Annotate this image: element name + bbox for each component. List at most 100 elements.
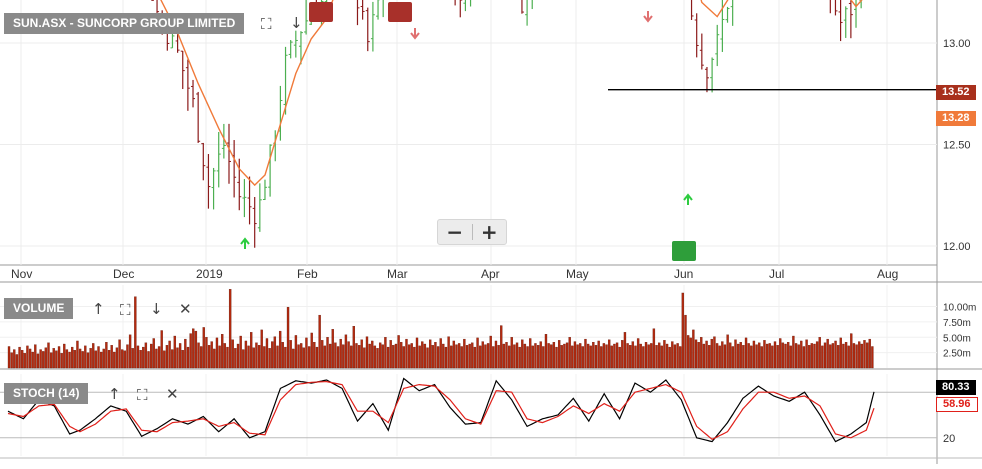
volume-bar bbox=[526, 346, 529, 369]
volume-bar bbox=[671, 341, 674, 369]
volume-bar bbox=[121, 349, 124, 369]
ohlc-bar bbox=[252, 197, 257, 248]
volume-bar bbox=[621, 340, 624, 369]
volume-bar bbox=[257, 345, 261, 369]
volume-bar bbox=[729, 342, 732, 369]
ohlc-bar bbox=[376, 0, 381, 20]
move-down-icon[interactable]: ↓ bbox=[290, 14, 303, 32]
volume-bar bbox=[573, 341, 577, 369]
volume-bar bbox=[34, 344, 37, 369]
volume-bar bbox=[723, 344, 727, 369]
volume-bar bbox=[715, 343, 719, 369]
volume-bar bbox=[750, 345, 753, 369]
volume-bar bbox=[128, 334, 132, 369]
volume-bar bbox=[363, 347, 366, 369]
x-tick-label: Feb bbox=[297, 267, 318, 281]
volume-bar bbox=[94, 350, 98, 369]
volume-bar bbox=[144, 342, 148, 369]
volume-bar bbox=[307, 346, 311, 369]
move-down-icon[interactable]: ↓ bbox=[150, 300, 163, 318]
volume-bar bbox=[381, 344, 384, 369]
volume-bar bbox=[126, 344, 129, 369]
volume-bar bbox=[181, 350, 184, 369]
ohlc-bar bbox=[185, 59, 190, 111]
x-tick-label: Apr bbox=[481, 267, 500, 281]
ohlc-bar bbox=[694, 13, 699, 58]
volume-bar bbox=[481, 341, 484, 369]
volume-bar bbox=[194, 330, 198, 369]
volume-bar bbox=[550, 344, 553, 369]
volume-bar bbox=[292, 348, 295, 369]
move-up-icon[interactable]: ↑ bbox=[92, 300, 105, 318]
volume-bar bbox=[28, 348, 32, 369]
volume-bar bbox=[686, 335, 690, 369]
volume-bar bbox=[560, 345, 563, 369]
fullscreen-icon[interactable]: ⛶ bbox=[261, 15, 272, 33]
event-flag[interactable] bbox=[309, 2, 333, 22]
volume-bar bbox=[276, 345, 279, 369]
volume-bar bbox=[513, 344, 516, 369]
close-icon[interactable]: ✕ bbox=[166, 385, 179, 403]
volume-bar bbox=[102, 348, 105, 369]
event-flag[interactable] bbox=[672, 241, 696, 261]
volume-bar bbox=[786, 342, 790, 369]
fullscreen-icon[interactable]: ⛶ bbox=[137, 386, 148, 404]
volume-bar bbox=[589, 345, 592, 369]
volume-bar bbox=[157, 346, 161, 369]
volume-bar bbox=[679, 346, 682, 369]
volume-bar bbox=[250, 332, 253, 369]
volume-bar bbox=[302, 347, 305, 369]
volume-bar bbox=[215, 337, 219, 369]
ohlc-bar bbox=[216, 132, 221, 188]
volume-bar bbox=[781, 342, 785, 369]
volume-bar bbox=[565, 342, 569, 369]
volume-bar bbox=[647, 344, 650, 369]
ohlc-bar bbox=[288, 40, 293, 59]
x-tick-label: Aug bbox=[877, 267, 898, 281]
close-icon[interactable]: ✕ bbox=[179, 300, 192, 318]
ohlc-bar bbox=[191, 79, 196, 108]
volume-bar bbox=[542, 346, 545, 369]
ohlc-bar bbox=[454, 0, 456, 6]
volume-bar bbox=[650, 343, 653, 369]
zoom-out-button[interactable]: − bbox=[446, 220, 464, 244]
volume-bar bbox=[486, 343, 490, 369]
volume-bar bbox=[739, 342, 742, 369]
x-tick-label: May bbox=[566, 267, 589, 281]
volume-bar bbox=[584, 338, 587, 369]
volume-bar bbox=[605, 344, 608, 369]
volume-bar bbox=[842, 343, 845, 369]
volume-bar bbox=[658, 342, 661, 369]
volume-bar bbox=[529, 338, 532, 369]
volume-bar bbox=[86, 352, 90, 369]
volume-bar bbox=[823, 342, 827, 369]
volume-bar bbox=[468, 343, 471, 369]
volume-bar bbox=[155, 348, 158, 369]
buy-arrow-marker bbox=[240, 237, 250, 249]
volume-bar bbox=[868, 338, 871, 369]
volume-bar bbox=[115, 347, 119, 369]
volume-bar bbox=[479, 345, 482, 369]
event-flag[interactable] bbox=[388, 2, 412, 22]
volume-bar bbox=[44, 347, 48, 369]
move-up-icon[interactable]: ↑ bbox=[108, 385, 121, 403]
volume-bar bbox=[255, 342, 258, 369]
volume-bar bbox=[39, 349, 42, 369]
volume-bar bbox=[563, 343, 566, 369]
volume-bar bbox=[726, 334, 729, 369]
volume-bar bbox=[315, 346, 319, 369]
volume-bar bbox=[444, 346, 448, 369]
volume-bar bbox=[323, 345, 327, 369]
volume-bar bbox=[623, 332, 627, 369]
zoom-in-button[interactable]: + bbox=[480, 220, 498, 244]
volume-bar bbox=[660, 345, 663, 369]
volume-bar bbox=[502, 343, 506, 369]
ohlc-bar bbox=[848, 0, 853, 39]
y-tick-label: 12.50 bbox=[943, 140, 971, 152]
x-tick-label: Nov bbox=[11, 267, 32, 281]
volume-bar bbox=[384, 337, 387, 369]
volume-bar bbox=[779, 338, 782, 369]
fullscreen-icon[interactable]: ⛶ bbox=[120, 301, 131, 319]
volume-bar bbox=[581, 346, 585, 369]
